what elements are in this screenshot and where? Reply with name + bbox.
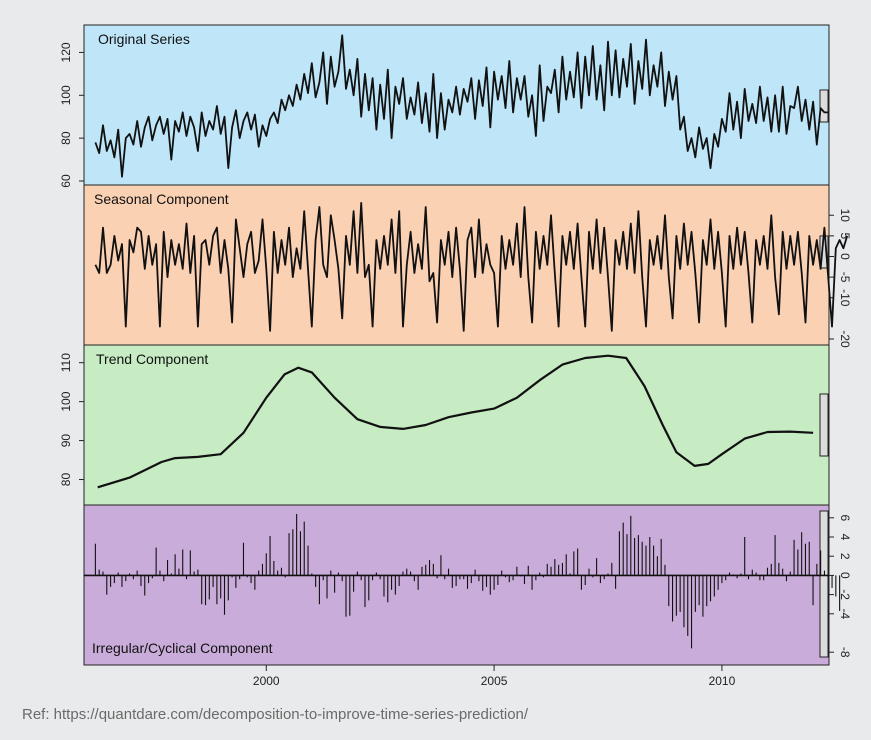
y-tick-label: -10 <box>838 289 852 307</box>
y-tick-label: 10 <box>838 209 852 223</box>
original-series-panel: 60 80 100 120 Original Series <box>59 24 830 188</box>
y-tick-label: 0 <box>838 253 852 260</box>
y-tick-label: -20 <box>838 330 852 348</box>
y-tick-label: 5 <box>838 233 852 240</box>
y-tick-label: -8 <box>838 647 852 658</box>
y-tick-label: 80 <box>59 473 73 487</box>
y-tick-label: 4 <box>838 534 852 541</box>
scale-bar <box>819 510 829 658</box>
x-tick-label: 2010 <box>709 674 736 688</box>
seasonal-component-title: Seasonal Component <box>94 191 229 207</box>
scale-bar <box>819 89 829 123</box>
y-tick-label: 80 <box>59 131 73 145</box>
y-tick-label: 90 <box>59 434 73 448</box>
irregular-component-title: Irregular/Cyclical Component <box>92 640 273 656</box>
seasonal-component-line <box>94 202 849 332</box>
y-tick-label: 0 <box>838 572 852 579</box>
y-tick-label: 100 <box>59 391 73 411</box>
trend-component-title: Trend Component <box>96 351 208 367</box>
y-tick-label: -2 <box>838 589 852 600</box>
y-tick-label: 6 <box>838 514 852 521</box>
trend-component-line <box>97 354 814 489</box>
y-tick-label: 120 <box>59 42 73 62</box>
seasonal-component-panel: -20 -10 -5 0 5 10 Seasonal Component <box>83 184 852 348</box>
original-series-background <box>83 24 830 186</box>
seasonal-component-background <box>83 184 830 346</box>
reference-caption: Ref: https://quantdare.com/decomposition… <box>22 706 529 723</box>
y-tick-label: 60 <box>59 174 73 188</box>
trend-component-background <box>83 344 830 506</box>
original-series-line <box>94 34 829 178</box>
y-tick-label: -5 <box>838 272 852 283</box>
scale-bar <box>819 393 829 457</box>
original-series-title: Original Series <box>98 31 190 47</box>
x-tick-label: 2000 <box>253 674 280 688</box>
irregular-component-panel: -8 -4 -2 0 2 4 6 Irregular/Cyclical Component <box>83 504 852 666</box>
y-tick-label: 2 <box>838 553 852 560</box>
y-tick-label: -4 <box>838 608 852 619</box>
x-tick-label: 2005 <box>481 674 508 688</box>
y-tick-label: 100 <box>59 85 73 105</box>
y-tick-label: 110 <box>59 353 73 372</box>
trend-component-panel: 80 90 100 110 Trend Component <box>59 344 830 506</box>
